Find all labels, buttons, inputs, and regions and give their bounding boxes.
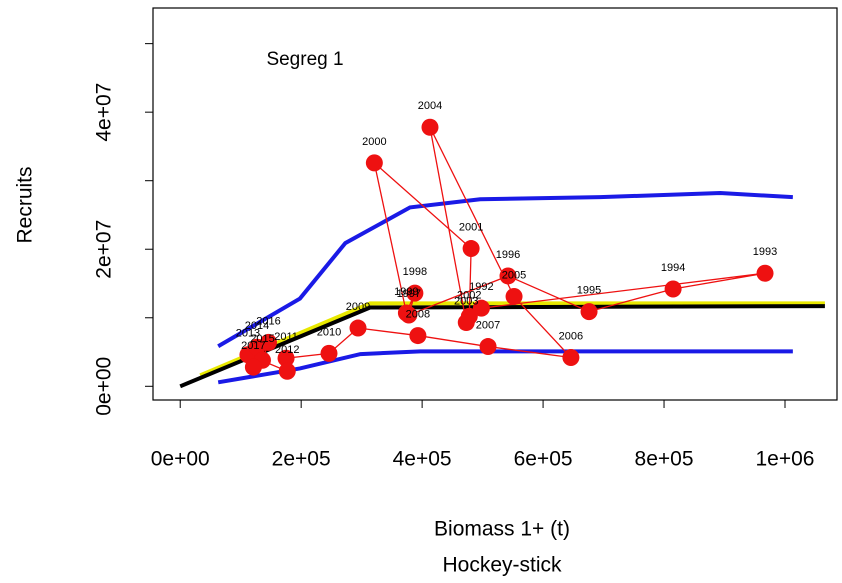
point xyxy=(580,303,598,321)
point xyxy=(244,358,262,376)
x-axis-title: Biomass 1+ (t) xyxy=(434,518,570,541)
point-label: 1996 xyxy=(496,249,520,261)
x-tick-label: 8e+05 xyxy=(635,448,694,471)
point-label: 1992 xyxy=(469,281,493,293)
point xyxy=(505,288,523,306)
series-line xyxy=(217,191,793,348)
point-label: 2002 xyxy=(457,289,481,301)
point-label: 1995 xyxy=(577,285,601,297)
point-label: 2014 xyxy=(245,320,269,332)
point-label: 1994 xyxy=(661,262,685,274)
point xyxy=(421,118,439,136)
point-label: 2001 xyxy=(459,221,483,233)
point-label: 2012 xyxy=(275,344,299,356)
point-label: 2006 xyxy=(559,330,583,342)
x-tick-label: 4e+05 xyxy=(393,448,452,471)
point xyxy=(472,299,490,317)
point-label: 1998 xyxy=(403,266,427,278)
x-tick-label: 1e+06 xyxy=(755,448,814,471)
point-label: 2017 xyxy=(241,340,265,352)
point xyxy=(457,314,475,332)
point-label: 2010 xyxy=(317,326,341,338)
point xyxy=(462,240,480,258)
y-tick-label: 0e+00 xyxy=(93,357,116,416)
point-label: 2008 xyxy=(406,308,430,320)
y-tick-label: 2e+07 xyxy=(93,220,116,279)
point-label: 2009 xyxy=(346,301,370,313)
point xyxy=(260,333,278,351)
subtitle: Hockey-stick xyxy=(442,554,562,577)
series-line xyxy=(217,349,793,385)
x-tick-label: 6e+05 xyxy=(514,448,573,471)
point-label: 2003 xyxy=(454,295,478,307)
plot-area: 1992 1993 1994 1995 1996 1997 1998 1999 2000 2001… xyxy=(179,100,825,389)
point-label: 2011 xyxy=(274,331,298,343)
point-label: 2007 xyxy=(476,319,500,331)
point-label: 2015 xyxy=(250,333,274,345)
y-axis-title: Recruits xyxy=(14,166,37,243)
point xyxy=(409,327,427,345)
point xyxy=(664,280,682,298)
point xyxy=(499,267,517,285)
point xyxy=(397,304,415,322)
point xyxy=(320,344,338,362)
point-label: 2013 xyxy=(236,328,260,340)
annotation: Segreg 1 xyxy=(266,49,343,70)
point-label: 1999 xyxy=(394,286,418,298)
x-tick-label: 0e+00 xyxy=(151,448,210,471)
point xyxy=(756,264,774,282)
point-label: 2004 xyxy=(418,100,442,112)
point xyxy=(278,362,296,380)
point xyxy=(365,154,383,172)
point-label: 2000 xyxy=(362,136,386,148)
point-label: 1997 xyxy=(397,288,421,300)
point-label: 2016 xyxy=(256,315,280,327)
point xyxy=(277,349,295,367)
point xyxy=(406,284,424,302)
point-label: 1993 xyxy=(753,246,777,258)
plot-frame xyxy=(152,7,838,401)
x-tick-label: 2e+05 xyxy=(272,448,331,471)
point xyxy=(562,349,580,367)
point xyxy=(479,338,497,356)
point-label: 2005 xyxy=(502,269,526,281)
y-tick-label: 4e+07 xyxy=(93,83,116,142)
point xyxy=(349,319,367,337)
